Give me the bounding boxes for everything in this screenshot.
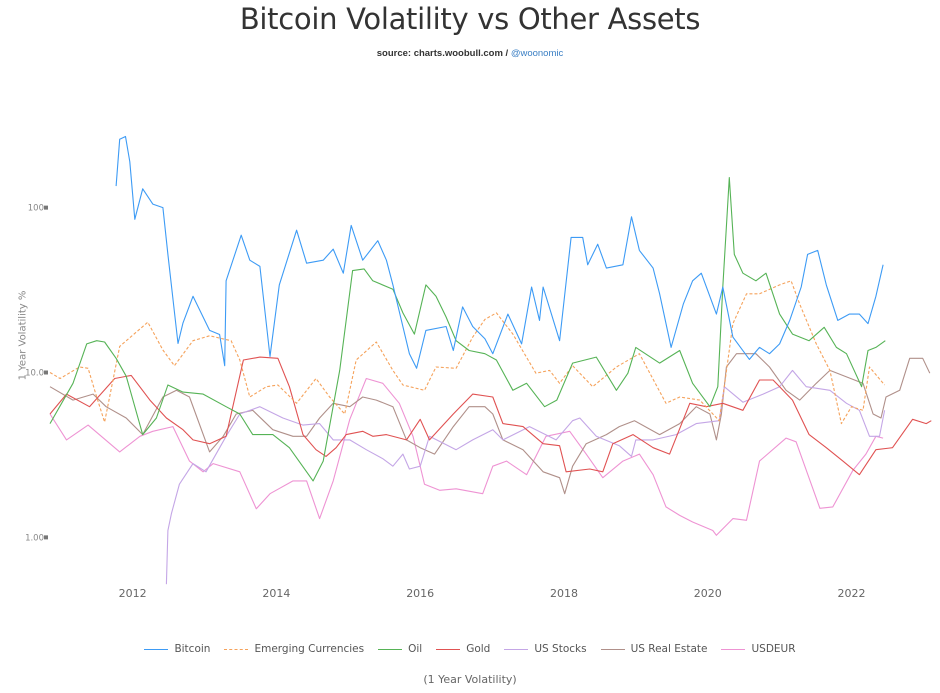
series-line-usdeur <box>49 377 884 536</box>
legend-swatch <box>600 648 625 650</box>
x-tick-label: 2020 <box>694 587 722 600</box>
legend-label: US Real Estate <box>630 643 708 655</box>
legend-label: Bitcoin <box>174 643 211 655</box>
twitter-handle-link[interactable]: @woonomic <box>510 48 564 59</box>
legend-swatch <box>144 648 169 650</box>
chart-subtitle: source: charts.woobull.com / @woonomic <box>0 48 940 59</box>
x-tick-label: 2012 <box>119 587 147 600</box>
x-tick-label: 2014 <box>262 587 290 600</box>
series-line-gold <box>49 356 932 476</box>
legend-item-usdeur[interactable]: USDEUR <box>721 643 796 655</box>
x-tick-label: 2018 <box>550 587 578 600</box>
y-tick-mark <box>44 205 48 210</box>
legend-swatch <box>378 648 403 650</box>
y-tick-label: 100 <box>28 204 44 214</box>
legend-swatch <box>721 648 746 650</box>
chart-title: Bitcoin Volatility vs Other Assets <box>239 2 701 36</box>
legend-label: US Stocks <box>534 643 587 655</box>
series-line-bitcoin <box>115 135 884 369</box>
legend-swatch <box>436 648 461 650</box>
legend: Bitcoin Emerging Currencies Oil Gold US Stoc… <box>0 643 940 655</box>
x-tick-label: 2022 <box>837 587 865 600</box>
legend-swatch <box>224 648 249 650</box>
y-tick-mark <box>44 535 48 540</box>
legend-item-us-real-estate[interactable]: US Real Estate <box>600 643 708 655</box>
series-line-us-real-estate <box>49 353 931 495</box>
legend-item-oil[interactable]: Oil <box>378 643 422 655</box>
y-tick-label: 1.00 <box>25 533 44 543</box>
source-text: source: charts.woobull.com / <box>376 48 511 59</box>
legend-item-gold[interactable]: Gold <box>436 643 490 655</box>
legend-item-bitcoin[interactable]: Bitcoin <box>144 643 210 655</box>
legend-item-us-stocks[interactable]: US Stocks <box>504 643 587 655</box>
legend-label: Oil <box>408 643 423 655</box>
legend-label: Gold <box>466 643 491 655</box>
series-line-oil <box>49 177 886 482</box>
series-line-emerging-currencies <box>49 280 886 425</box>
y-tick-label: 10.0 <box>25 368 44 378</box>
legend-swatch <box>504 648 529 650</box>
y-tick-mark <box>44 370 48 375</box>
legend-item-emerging-currencies[interactable]: Emerging Currencies <box>224 643 364 655</box>
series-line-us-stocks <box>165 369 886 585</box>
x-axis-title: (1 Year Volatility) <box>423 673 517 686</box>
x-tick-label: 2016 <box>406 587 434 600</box>
legend-label: Emerging Currencies <box>254 643 365 655</box>
legend-label: USDEUR <box>751 643 796 655</box>
